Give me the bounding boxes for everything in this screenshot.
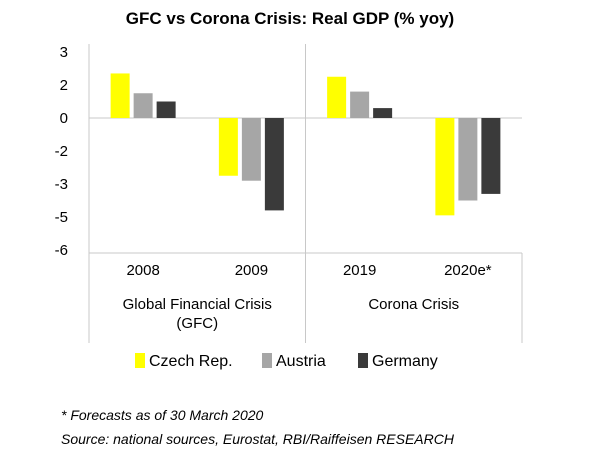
group-label: Corona Crisis <box>368 296 459 313</box>
y-tick-label: 3 <box>60 44 68 61</box>
category-label: 2008 <box>126 262 159 279</box>
bar <box>110 73 130 118</box>
legend-swatch <box>135 353 145 368</box>
footnote: * Forecasts as of 30 March 2020 <box>61 407 264 423</box>
bar <box>458 118 478 201</box>
bar <box>218 118 238 176</box>
footnote: Source: national sources, Eurostat, RBI/… <box>61 431 455 447</box>
bar <box>373 108 393 118</box>
legend-label: Czech Rep. <box>149 353 233 370</box>
legend-swatch <box>358 353 368 368</box>
y-tick-label: -6 <box>55 242 68 259</box>
category-label: 2020e* <box>444 262 492 279</box>
bar <box>156 101 176 118</box>
group-label: (GFC) <box>176 315 218 332</box>
bar <box>241 118 261 181</box>
legend: Czech Rep. Austria Germany <box>135 353 438 370</box>
category-labels: 2008 2009 2019 2020e* Global Financial Crisi… <box>123 262 492 332</box>
bar <box>435 118 455 216</box>
chart-title: GFC vs Corona Crisis: Real GDP (% yoy) <box>126 9 454 28</box>
legend-swatch <box>262 353 272 368</box>
legend-label: Germany <box>372 353 438 370</box>
y-tick-label: 2 <box>60 77 68 94</box>
bar <box>481 118 501 194</box>
bars <box>110 73 501 216</box>
bar <box>133 93 153 118</box>
y-tick-label: 0 <box>60 110 68 127</box>
y-tick-label: -3 <box>55 176 68 193</box>
legend-label: Austria <box>276 353 326 370</box>
y-tick-label: -5 <box>55 209 68 226</box>
y-tick-label: -2 <box>55 143 68 160</box>
bar <box>327 76 347 118</box>
category-label: 2009 <box>235 262 268 279</box>
bar <box>350 91 370 118</box>
notes: * Forecasts as of 30 March 2020 Source: n… <box>61 407 455 447</box>
group-label: Global Financial Crisis <box>123 296 272 313</box>
category-label: 2019 <box>343 262 376 279</box>
bar <box>264 118 284 211</box>
